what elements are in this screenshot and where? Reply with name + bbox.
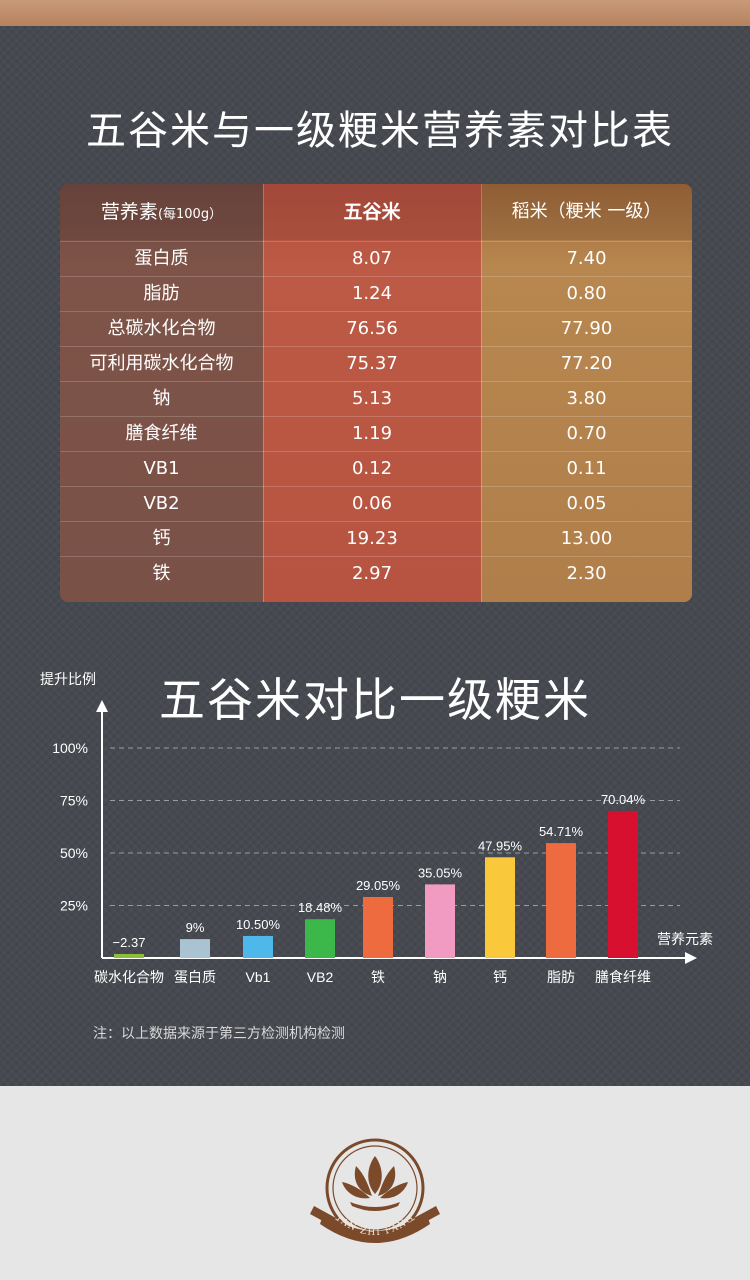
header-nutrient-unit: (每100g） — [157, 207, 223, 222]
table-row: 可利用碳水化合物 75.37 77.20 — [60, 346, 692, 381]
data-label: 18.48% — [298, 900, 343, 915]
cell-rice: 0.80 — [566, 283, 607, 304]
bar — [305, 919, 335, 958]
y-axis-label: 提升比例 — [40, 672, 96, 688]
data-label: 10.50% — [236, 917, 281, 932]
cell-nutrient: 蛋白质 — [134, 248, 189, 269]
bar — [485, 857, 515, 958]
bar — [425, 884, 455, 958]
header-rice: 稻米（粳米 一级） — [481, 184, 692, 240]
table-row: 钠 5.13 3.80 — [60, 381, 692, 416]
table-row: 脂肪 1.24 0.80 — [60, 276, 692, 311]
cell-nutrient: 脂肪 — [143, 283, 180, 304]
table-row: VB2 0.06 0.05 — [60, 486, 692, 521]
x-tick-label: VB2 — [307, 969, 334, 985]
cell-rice: 2.30 — [566, 563, 607, 584]
table-row: 蛋白质 8.07 7.40 — [60, 241, 692, 276]
column-bg-rice — [481, 184, 692, 602]
header-nutrient-label: 营养素 — [100, 201, 158, 223]
x-tick-label: 蛋白质 — [174, 969, 216, 985]
cell-rice: 3.80 — [566, 388, 607, 409]
y-axis-arrow-icon — [96, 700, 108, 712]
cell-wugu: 75.37 — [346, 353, 398, 374]
cell-rice: 77.90 — [560, 318, 613, 339]
cell-nutrient: 钠 — [152, 388, 171, 409]
data-label: 29.05% — [356, 878, 401, 893]
cell-wugu: 8.07 — [351, 248, 393, 269]
table-row: 膳食纤维 1.19 0.70 — [60, 416, 692, 451]
x-axis-arrow-icon — [685, 952, 697, 964]
cell-rice: 7.40 — [566, 248, 607, 269]
data-label: 9% — [186, 920, 205, 935]
bar — [608, 810, 638, 958]
data-label: −2.37 — [113, 935, 146, 950]
cell-wugu: 5.13 — [351, 388, 393, 409]
x-tick-label: 脂肪 — [547, 969, 575, 985]
data-label: 54.71% — [539, 824, 584, 839]
cell-nutrient: 可利用碳水化合物 — [89, 353, 234, 374]
lotus-logo-icon: YAN ZHI FANG — [310, 1138, 440, 1243]
cell-rice: 77.20 — [560, 353, 613, 374]
x-tick-label: 碳水化合物 — [94, 969, 164, 985]
bar — [180, 939, 210, 958]
table-row: 铁 2.97 2.30 — [60, 556, 692, 591]
table-row: 总碳水化合物 76.56 77.90 — [60, 311, 692, 346]
y-tick-label: 75% — [60, 793, 88, 809]
cell-nutrient: VB1 — [143, 458, 180, 479]
data-label: 70.04% — [601, 792, 646, 807]
table-row: VB1 0.12 0.11 — [60, 451, 692, 486]
cell-nutrient: 总碳水化合物 — [107, 318, 216, 339]
header-wugu: 五谷米 — [263, 184, 481, 240]
cell-rice: 13.00 — [560, 528, 613, 549]
table-body: 蛋白质 8.07 7.40 脂肪 1.24 0.80 总碳水化合物 76.56 … — [60, 241, 692, 591]
cell-nutrient: 膳食纤维 — [125, 423, 198, 444]
y-tick-label: 50% — [60, 845, 88, 861]
table-title: 五谷米与一级粳米营养素对比表 — [86, 108, 674, 154]
cell-rice: 0.70 — [566, 423, 607, 444]
cell-nutrient: VB2 — [143, 493, 180, 514]
cell-wugu: 19.23 — [346, 528, 398, 549]
chart-title: 五谷米对比一级粳米 — [159, 673, 591, 727]
data-label: 47.95% — [478, 838, 523, 853]
cell-wugu: 76.56 — [346, 318, 398, 339]
cell-nutrient: 钙 — [152, 528, 171, 549]
x-tick-label: 铁 — [371, 969, 385, 985]
column-bg-wugu — [263, 184, 481, 602]
column-divider — [481, 184, 482, 602]
cell-rice: 0.11 — [566, 458, 607, 479]
y-tick-label: 100% — [52, 740, 88, 756]
data-label: 35.05% — [418, 865, 463, 880]
header-nutrient: 营养素(每100g） — [60, 184, 263, 240]
cell-wugu: 1.24 — [351, 283, 393, 304]
cell-wugu: 0.12 — [351, 458, 393, 479]
x-axis-label: 营养元素 — [657, 931, 713, 947]
column-divider — [263, 184, 264, 602]
bar — [363, 896, 393, 958]
bar — [546, 843, 576, 958]
cell-wugu: 0.06 — [351, 493, 393, 514]
x-tick-label: Vb1 — [246, 969, 271, 985]
table-header-row: 营养素(每100g） 五谷米 稻米（粳米 一级） — [60, 184, 692, 240]
cell-rice: 0.05 — [566, 493, 607, 514]
column-bg-nutrient — [60, 184, 263, 602]
x-tick-label: 钠 — [433, 969, 447, 985]
comparison-table: 营养素(每100g） 五谷米 稻米（粳米 一级） 蛋白质 8.07 7.40 脂… — [60, 184, 692, 602]
top-accent-bar — [0, 0, 750, 26]
x-tick-label: 钙 — [493, 969, 507, 985]
table-row: 钙 19.23 13.00 — [60, 521, 692, 556]
cell-wugu: 2.97 — [351, 563, 393, 584]
x-tick-label: 膳食纤维 — [595, 969, 651, 985]
bar — [114, 954, 144, 958]
cell-wugu: 1.19 — [351, 423, 393, 444]
cell-nutrient: 铁 — [152, 563, 171, 584]
source-note: 注：以上数据来源于第三方检测机构检测 — [93, 1026, 345, 1042]
bar — [243, 935, 273, 958]
bar-chart: 100% 75% 50% 25% 营养元素 −2.37 碳水化合物 9% 蛋白质 10.50% Vb… — [52, 700, 713, 985]
y-tick-label: 25% — [60, 898, 88, 914]
